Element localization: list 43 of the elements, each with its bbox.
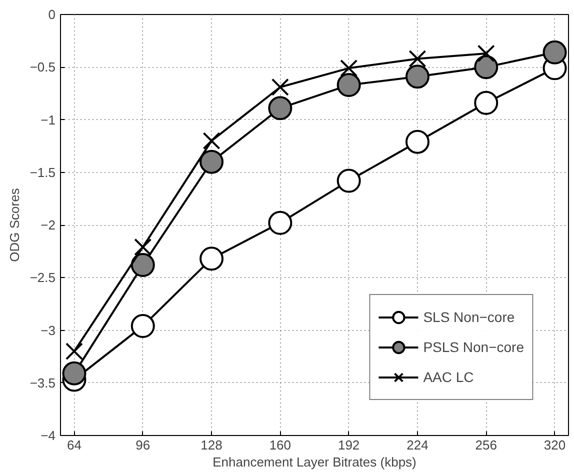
y-axis-title: ODG Scores (6, 188, 22, 262)
y-tick-label: −3.5 (30, 375, 56, 390)
point (202, 132, 220, 150)
point (474, 55, 498, 80)
x-tick-label: 128 (200, 438, 222, 452)
x-tick-label: 320 (544, 438, 566, 452)
point (408, 50, 426, 68)
x-axis-title: Enhancement Layer Bitrates (kbps) (212, 454, 416, 470)
x-tick-label: 160 (269, 438, 292, 452)
x-tick-label: 224 (406, 438, 428, 452)
point (340, 59, 358, 77)
y-tick-label: −2 (40, 218, 56, 232)
legend-label: AAC LC (423, 369, 474, 385)
x-tick-label: 96 (136, 438, 150, 452)
point (200, 150, 224, 174)
point (200, 246, 224, 271)
point (336, 73, 361, 97)
point (65, 342, 84, 360)
y-tick-label: −1.5 (30, 164, 56, 180)
point (474, 90, 498, 115)
y-tick-label: −2.5 (30, 270, 56, 286)
x-tick-label: 192 (338, 438, 360, 452)
point (268, 210, 292, 235)
y-tick-label: 0 (48, 7, 56, 22)
point (62, 361, 86, 386)
legend-label: SLS Non−core (423, 309, 515, 325)
x-tick-label: 256 (475, 438, 497, 452)
point (542, 40, 567, 64)
point (336, 168, 361, 193)
point (477, 44, 495, 62)
point (130, 314, 155, 338)
y-tick-label: −3 (40, 322, 56, 338)
point (268, 96, 292, 120)
point (134, 238, 152, 256)
y-tick-label: −4 (40, 428, 56, 443)
x-tick-label: 64 (67, 438, 82, 452)
y-tick-label: −0.5 (30, 60, 56, 75)
y-tick-label: −1 (40, 112, 56, 128)
point (271, 78, 289, 96)
point (130, 253, 155, 277)
point (405, 64, 430, 89)
point (405, 130, 430, 154)
legend-label: PSLS Non−core (423, 339, 524, 355)
